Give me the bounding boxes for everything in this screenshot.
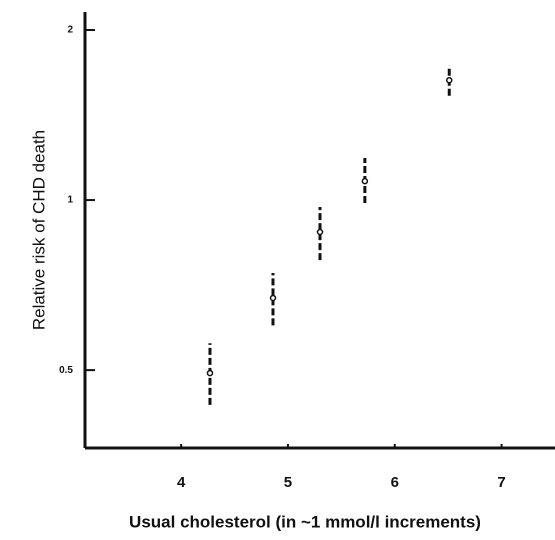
x-tick-label: 7 [497, 474, 505, 491]
x-axis-title: Usual cholesterol (in ~1 mmol/l incremen… [129, 512, 481, 531]
point [206, 369, 214, 377]
x-tick-label: 6 [391, 474, 399, 491]
point [269, 294, 277, 302]
y-axis-title: Relative risk of CHD death [29, 130, 48, 330]
x-tick-label: 4 [177, 474, 186, 491]
y-tick-label: 2 [67, 25, 73, 36]
point [361, 177, 369, 185]
y-tick-label: 1 [67, 195, 73, 206]
x-tick-label: 5 [284, 474, 292, 491]
y-tick-label: 0.5 [59, 365, 73, 376]
point [446, 76, 453, 84]
point [316, 228, 324, 236]
